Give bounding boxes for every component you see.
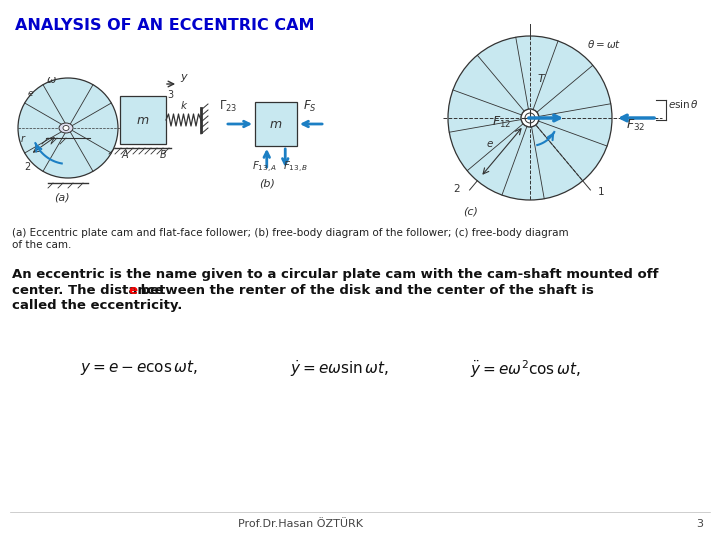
Text: 3: 3 bbox=[167, 90, 173, 100]
Text: 3: 3 bbox=[696, 519, 703, 529]
FancyBboxPatch shape bbox=[255, 102, 297, 146]
Text: $\mathit{\Gamma}_{23}$: $\mathit{\Gamma}_{23}$ bbox=[219, 99, 238, 114]
Text: center. The distance: center. The distance bbox=[12, 284, 168, 296]
Text: $\ddot{y} = e\omega^2\cos\omega t,$: $\ddot{y} = e\omega^2\cos\omega t,$ bbox=[470, 358, 580, 380]
Text: An eccentric is the name given to a circular plate cam with the cam-shaft mounte: An eccentric is the name given to a circ… bbox=[12, 268, 659, 281]
Text: 1: 1 bbox=[598, 187, 605, 197]
Text: called the eccentricity.: called the eccentricity. bbox=[12, 299, 182, 312]
Text: e: e bbox=[486, 139, 492, 150]
Text: (a) Eccentric plate cam and flat-face follower; (b) free-body diagram of the fol: (a) Eccentric plate cam and flat-face fo… bbox=[12, 228, 569, 249]
Text: m: m bbox=[270, 118, 282, 131]
Text: e: e bbox=[129, 284, 138, 296]
Text: (b): (b) bbox=[259, 178, 275, 188]
Text: 2: 2 bbox=[453, 184, 459, 194]
Text: Prof.Dr.Hasan ÖZTÜRK: Prof.Dr.Hasan ÖZTÜRK bbox=[238, 519, 362, 529]
Text: $y = e - e\cos\omega t,$: $y = e - e\cos\omega t,$ bbox=[80, 358, 198, 377]
Circle shape bbox=[525, 113, 535, 123]
Circle shape bbox=[521, 109, 539, 127]
Text: $F_{13,A}$: $F_{13,A}$ bbox=[252, 160, 277, 175]
Ellipse shape bbox=[59, 123, 73, 133]
Text: e: e bbox=[28, 89, 34, 98]
Ellipse shape bbox=[63, 125, 69, 131]
Text: $e\sin\theta$: $e\sin\theta$ bbox=[668, 98, 699, 110]
Text: $F_{32}$: $F_{32}$ bbox=[626, 118, 645, 133]
Text: k: k bbox=[181, 101, 186, 111]
Text: A: A bbox=[122, 150, 129, 160]
Circle shape bbox=[448, 36, 612, 200]
Text: (a): (a) bbox=[54, 192, 70, 202]
Text: $\theta = \omega t$: $\theta = \omega t$ bbox=[587, 38, 621, 50]
Circle shape bbox=[18, 78, 118, 178]
Text: B: B bbox=[160, 150, 167, 160]
Text: $F_S$: $F_S$ bbox=[303, 99, 317, 114]
Text: (c): (c) bbox=[463, 206, 478, 216]
Text: 2: 2 bbox=[24, 162, 30, 172]
Text: y: y bbox=[180, 72, 186, 82]
Text: m: m bbox=[137, 113, 149, 126]
Text: r: r bbox=[21, 134, 25, 144]
Text: $F_{13,B}$: $F_{13,B}$ bbox=[283, 160, 309, 175]
Text: $\omega$: $\omega$ bbox=[46, 75, 57, 85]
Text: $\dot{y} = e\omega\sin\omega t,$: $\dot{y} = e\omega\sin\omega t,$ bbox=[290, 358, 389, 379]
Text: ANALYSIS OF AN ECCENTRIC CAM: ANALYSIS OF AN ECCENTRIC CAM bbox=[15, 18, 315, 33]
Text: between the renter of the disk and the center of the shaft is: between the renter of the disk and the c… bbox=[135, 284, 593, 296]
Text: T: T bbox=[538, 74, 545, 84]
Text: $F_{12}$: $F_{12}$ bbox=[492, 115, 511, 130]
FancyBboxPatch shape bbox=[120, 96, 166, 144]
